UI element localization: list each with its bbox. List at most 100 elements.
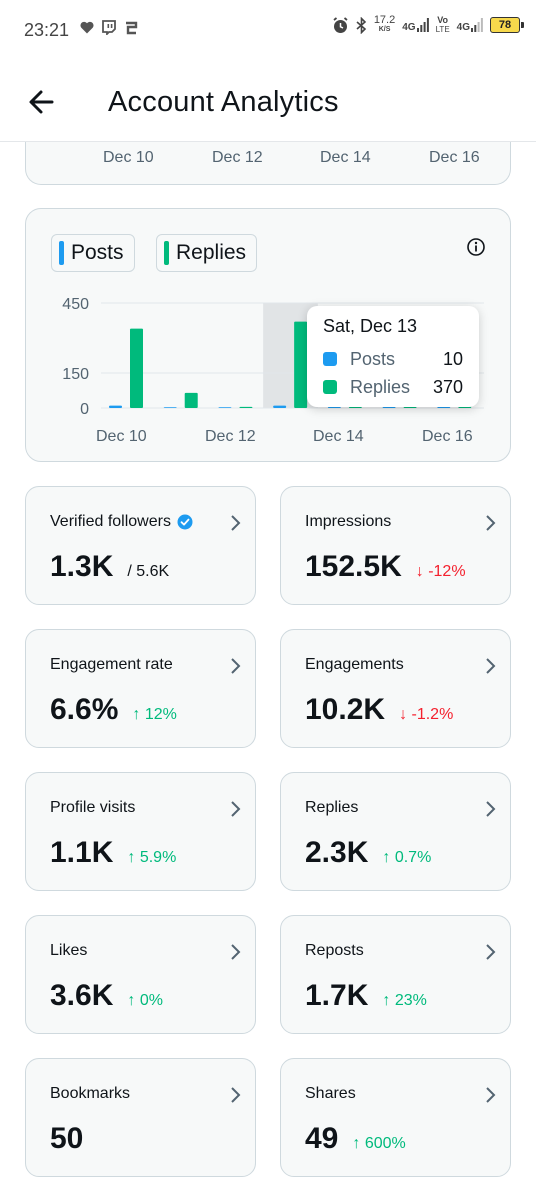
tooltip-label: Posts <box>350 348 396 369</box>
metric-value: 2.3K <box>305 836 369 869</box>
metric-value: 1.3K <box>50 550 114 583</box>
metric-change: ↑ 0.7% <box>382 849 432 866</box>
battery-icon: 78 <box>490 17 524 33</box>
metric-change: ↑ 12% <box>132 706 177 723</box>
metric-label: Profile visits <box>50 799 136 816</box>
metric-card-engagement-rate[interactable]: Engagement rate 6.6% ↑ 12% <box>25 629 256 748</box>
metric-card-engagements[interactable]: Engagements 10.2K ↓ -1.2% <box>280 629 511 748</box>
metric-value-row: 2.3K ↑ 0.7% <box>305 836 431 870</box>
signal-bars-icon <box>471 18 483 32</box>
chevron-right-icon <box>231 515 241 531</box>
metric-value: 3.6K <box>50 979 114 1012</box>
back-button[interactable] <box>24 84 60 120</box>
app-header: Account Analytics <box>0 62 536 142</box>
metric-change: ↑ 600% <box>352 1135 406 1152</box>
bar-posts <box>218 407 232 408</box>
y-tick-label: 450 <box>62 296 89 313</box>
status-time: 23:21 <box>24 20 70 40</box>
x-tick-label: Dec 10 <box>103 149 154 166</box>
metric-card-impressions[interactable]: Impressions 152.5K ↓ -12% <box>280 486 511 605</box>
bar-replies <box>294 321 308 408</box>
info-icon[interactable] <box>466 237 486 257</box>
chevron-right-icon <box>231 658 241 674</box>
signal-bars-icon <box>416 18 429 32</box>
metric-change: ↓ -1.2% <box>399 706 454 723</box>
volte-indicator: Vo LTE <box>435 15 450 35</box>
metric-label: Replies <box>305 799 359 816</box>
metric-card-profile-visits[interactable]: Profile visits 1.1K ↑ 5.9% <box>25 772 256 891</box>
back-arrow-icon <box>29 90 54 114</box>
x-tick-label: Dec 10 <box>96 428 147 445</box>
metric-label: Engagements <box>305 656 404 673</box>
bluetooth-icon <box>356 16 366 34</box>
chevron-right-icon <box>231 1087 241 1103</box>
verified-badge-icon <box>177 514 193 530</box>
status-bar: 23:21 17.2 K/S 4G Vo LTE 4G 78 <box>0 0 536 62</box>
legend-label: Replies <box>176 241 247 264</box>
metric-total: / 5.6K <box>127 563 170 580</box>
legend-posts[interactable]: Posts <box>51 234 135 272</box>
metric-value-row: 152.5K ↓ -12% <box>305 550 466 584</box>
bar-posts <box>273 405 287 408</box>
chevron-right-icon <box>231 801 241 817</box>
battery-level: 78 <box>498 19 512 31</box>
chevron-right-icon <box>486 1087 496 1103</box>
x-tick-label: Dec 12 <box>205 428 256 445</box>
tooltip-label: Replies <box>350 376 411 397</box>
metric-value-row: 1.1K ↑ 5.9% <box>50 836 176 870</box>
chart-tooltip: Sat, Dec 13 Posts 10 Replies 370 <box>307 306 479 407</box>
x-tick-label: Dec 14 <box>320 149 371 166</box>
metric-card-verified-followers[interactable]: Verified followers 1.3K / 5.6K <box>25 486 256 605</box>
chevron-right-icon <box>486 801 496 817</box>
y-tick-label: 0 <box>80 401 89 418</box>
alarm-icon <box>333 16 348 33</box>
metric-label: Shares <box>305 1085 356 1102</box>
metric-value-row: 50 <box>50 1122 83 1156</box>
metric-card-shares[interactable]: Shares 49 ↑ 600% <box>280 1058 511 1177</box>
metric-value: 6.6% <box>50 693 119 726</box>
metric-card-replies[interactable]: Replies 2.3K ↑ 0.7% <box>280 772 511 891</box>
x-tick-label: Dec 16 <box>429 149 480 166</box>
metric-value-row: 6.6% ↑ 12% <box>50 693 177 727</box>
metric-label: Engagement rate <box>50 656 173 673</box>
metric-card-reposts[interactable]: Reposts 1.7K ↑ 23% <box>280 915 511 1034</box>
chevron-right-icon <box>231 944 241 960</box>
metric-value: 50 <box>50 1122 84 1155</box>
metric-card-bookmarks[interactable]: Bookmarks 50 <box>25 1058 256 1177</box>
page-title: Account Analytics <box>108 86 339 118</box>
chevron-right-icon <box>486 658 496 674</box>
metric-change: ↑ 5.9% <box>127 849 177 866</box>
legend-swatch <box>59 241 64 265</box>
legend-replies[interactable]: Replies <box>156 234 258 272</box>
chevron-right-icon <box>486 515 496 531</box>
tooltip-value: 10 <box>442 348 463 369</box>
metric-value: 49 <box>305 1122 339 1155</box>
tooltip-row-posts: Posts 10 <box>323 345 463 373</box>
metric-label: Likes <box>50 942 88 959</box>
chevron-right-icon <box>486 944 496 960</box>
metric-value-row: 10.2K ↓ -1.2% <box>305 693 453 727</box>
legend-swatch <box>164 241 169 265</box>
tooltip-row-replies: Replies 370 <box>323 373 463 401</box>
x-tick-label: Dec 12 <box>212 149 263 166</box>
metric-value: 10.2K <box>305 693 386 726</box>
notification-icons <box>80 20 138 35</box>
metric-label: Bookmarks <box>50 1085 131 1102</box>
heart-icon <box>80 21 94 34</box>
metric-change: ↓ -12% <box>415 563 466 580</box>
tooltip-swatch <box>323 380 337 394</box>
bar-replies <box>130 328 143 408</box>
posts-replies-chart-card: Posts Replies 0 150 450 Dec 10 Dec 12 Dec 14 D… <box>25 208 511 462</box>
bar-posts <box>163 407 177 408</box>
metric-card-likes[interactable]: Likes 3.6K ↑ 0% <box>25 915 256 1034</box>
metric-label: Verified followers <box>50 513 171 530</box>
metric-value-row: 3.6K ↑ 0% <box>50 979 163 1013</box>
x-tick-label: Dec 16 <box>422 428 473 445</box>
tooltip-date: Sat, Dec 13 <box>323 316 418 336</box>
twitch-icon <box>102 20 116 35</box>
metric-value: 1.1K <box>50 836 114 869</box>
bar-replies <box>239 406 253 408</box>
metric-value-row: 1.3K / 5.6K <box>50 550 169 584</box>
signal-1: 4G <box>402 18 429 33</box>
metric-label: Reposts <box>305 942 364 959</box>
